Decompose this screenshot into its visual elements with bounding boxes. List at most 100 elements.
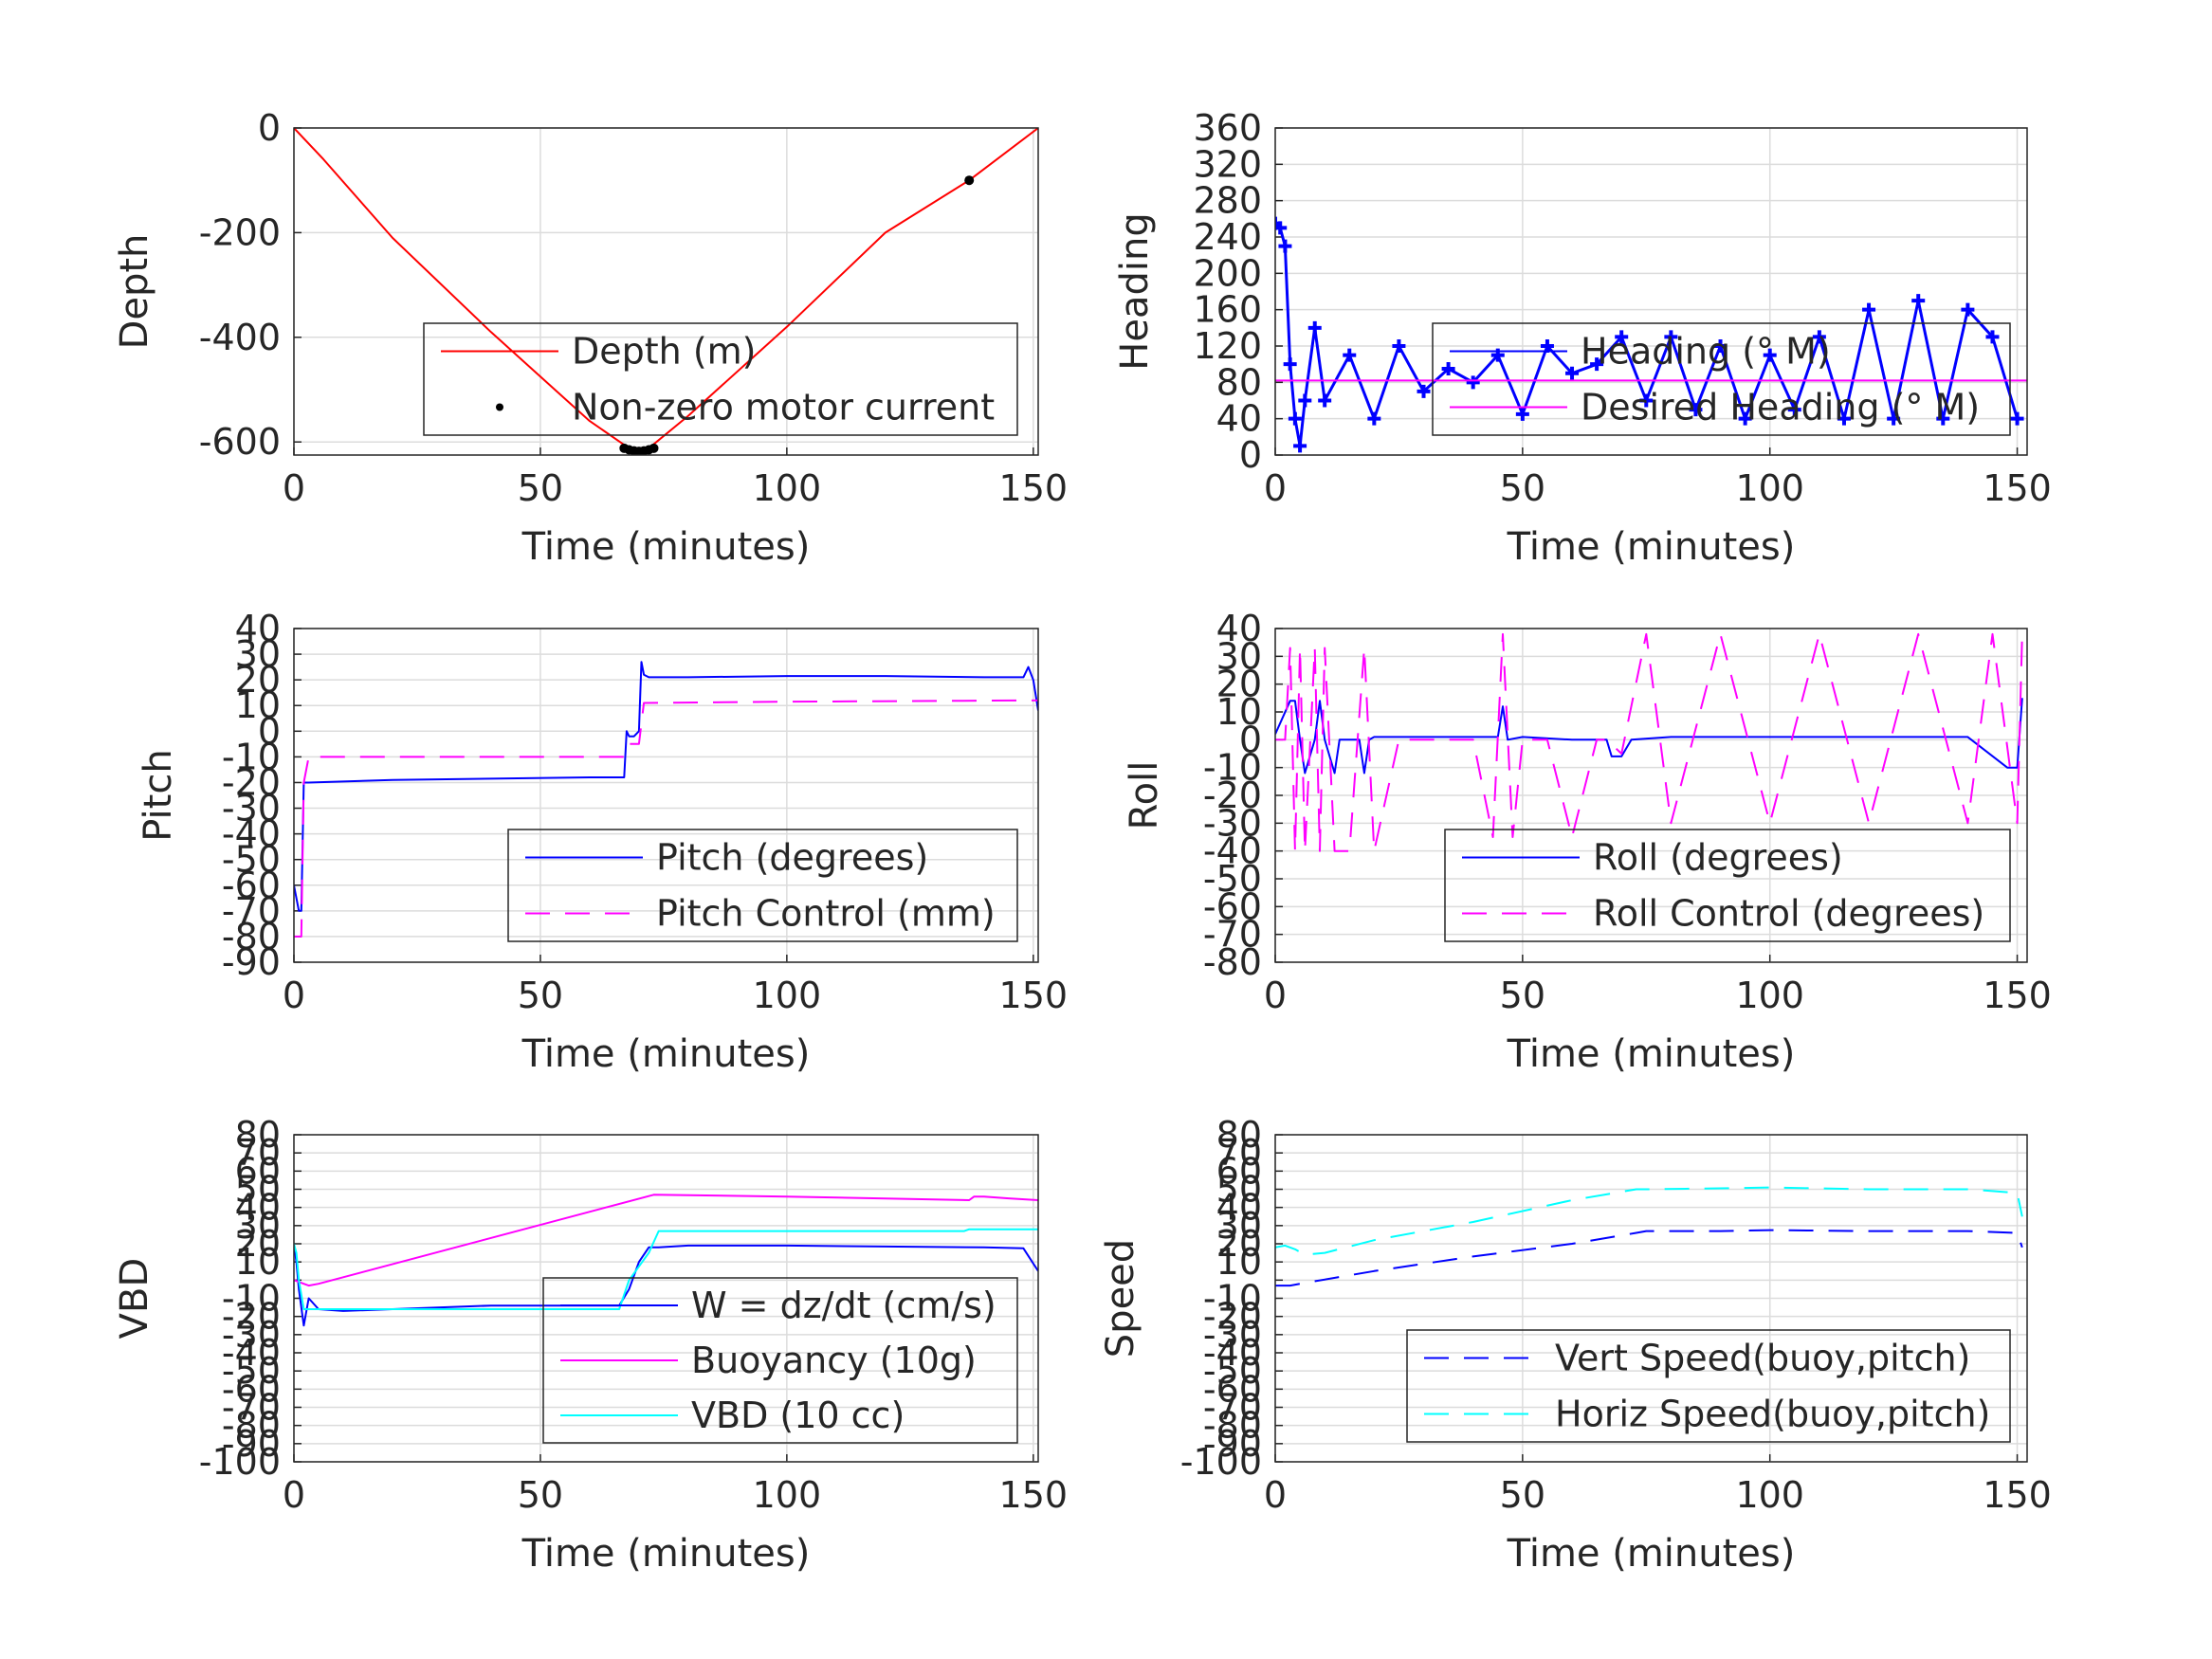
legend-entry-2-marker — [496, 403, 503, 411]
y-tick-label: 10 — [1216, 691, 1262, 733]
series-2-line — [1275, 632, 2023, 852]
data-layer — [294, 661, 1038, 938]
x-axis-label: Time (minutes) — [1507, 1532, 1796, 1576]
y-tick-label: -200 — [199, 211, 281, 253]
x-tick-label: 0 — [283, 467, 305, 509]
y-tick-label: -20 — [1203, 1296, 1262, 1338]
x-tick-label: 50 — [1500, 975, 1545, 1016]
series-1-marker — [1961, 302, 1975, 317]
y-tick-label: -90 — [222, 1423, 281, 1465]
x-axis-label: Time (minutes) — [521, 1032, 811, 1076]
y-tick-label: -100 — [1180, 1441, 1262, 1483]
data-layer — [1275, 632, 2023, 852]
y-tick-label: 320 — [1193, 143, 1262, 185]
series-1-marker — [1367, 411, 1381, 426]
x-tick-label: 150 — [999, 467, 1069, 509]
legend-entry-2-label: Pitch Control (mm) — [656, 893, 996, 935]
y-tick-label: -60 — [1203, 1368, 1262, 1410]
data-layer — [1275, 216, 2027, 453]
legend-entry-1-label: Pitch (degrees) — [656, 837, 928, 879]
y-tick-label: -50 — [222, 1350, 281, 1392]
series-1-marker — [1278, 239, 1292, 253]
y-tick-label: 40 — [1216, 608, 1262, 649]
axes-box — [1274, 127, 2028, 456]
y-tick-label: 20 — [1216, 664, 1262, 705]
y-tick-label: -60 — [222, 1368, 281, 1410]
y-tick-label: -50 — [1203, 858, 1262, 900]
series-1-marker — [1417, 384, 1431, 398]
y-axis-label: Roll — [1123, 761, 1166, 830]
y-tick-label: -50 — [222, 839, 281, 881]
axes-box — [1274, 628, 2028, 963]
series-1-marker — [1689, 403, 1703, 417]
x-tick-label: 50 — [518, 975, 563, 1016]
x-tick-label: 100 — [753, 1474, 822, 1516]
y-axis-label: Speed — [1099, 1239, 1143, 1358]
legend-entry-1-label: Roll (degrees) — [1593, 837, 1843, 879]
y-tick-label: -80 — [1203, 1405, 1262, 1447]
y-tick-label: -70 — [1203, 1387, 1262, 1429]
x-tick-label: 50 — [1500, 467, 1545, 509]
y-tick-label: 200 — [1193, 252, 1262, 294]
subplot-3: 0 50 100 150403020100-10-20-30-40-50-60-70-… — [137, 608, 1068, 1076]
series-1-marker — [1441, 361, 1455, 375]
series-1-marker — [1837, 411, 1851, 426]
y-tick-label: 70 — [1216, 1132, 1262, 1174]
x-tick-label: 50 — [518, 1474, 563, 1516]
x-tick-label: 150 — [999, 975, 1069, 1016]
x-axis-label: Time (minutes) — [521, 525, 811, 569]
y-tick-label: -20 — [1203, 775, 1262, 816]
y-tick-label: 60 — [235, 1150, 281, 1192]
series-1-marker — [1763, 348, 1777, 362]
x-tick-label: 100 — [753, 467, 822, 509]
legend-box — [542, 1277, 1018, 1444]
y-tick-label: 80 — [235, 1114, 281, 1156]
series-1-marker — [1298, 393, 1312, 408]
y-tick-label: -30 — [1203, 1314, 1262, 1356]
plot-area — [294, 128, 1038, 455]
y-tick-label: 80 — [1216, 1114, 1262, 1156]
series-2-point — [649, 443, 659, 453]
y-tick-label: 20 — [1216, 1223, 1262, 1265]
x-axis-label: Time (minutes) — [1507, 1032, 1796, 1076]
series-2-point — [964, 175, 975, 186]
y-tick-label: -80 — [1203, 941, 1262, 983]
y-tick-label: 30 — [235, 633, 281, 675]
y-tick-label: -80 — [222, 1405, 281, 1447]
x-tick-label: 0 — [1264, 975, 1287, 1016]
axes-box — [293, 1134, 1039, 1463]
x-tick-label: 0 — [283, 1474, 305, 1516]
series-1-marker — [1392, 339, 1406, 353]
y-tick-label: -30 — [1203, 802, 1262, 844]
legend-box — [423, 322, 1018, 436]
series-1-marker — [1812, 330, 1826, 344]
y-tick-label: -70 — [1203, 914, 1262, 956]
y-tick-label: 70 — [235, 1132, 281, 1174]
axes-box — [1274, 1134, 2028, 1463]
series-1-marker — [1911, 294, 1926, 308]
y-tick-label: -80 — [222, 916, 281, 957]
y-tick-label: -10 — [1203, 1278, 1262, 1320]
y-tick-label: -90 — [222, 941, 281, 983]
series-1-marker — [1590, 357, 1604, 372]
y-tick-label: 40 — [235, 608, 281, 649]
series-1-marker — [1862, 302, 1876, 317]
axes-box — [293, 628, 1039, 963]
y-tick-label: 40 — [1216, 398, 1262, 440]
legend-entry-2-label: Horiz Speed(buoy,pitch) — [1555, 1394, 1990, 1435]
x-tick-label: 100 — [1735, 975, 1804, 1016]
y-tick-label: -40 — [1203, 1332, 1262, 1374]
x-tick-label: 0 — [283, 975, 305, 1016]
x-tick-label: 0 — [1264, 1474, 1287, 1516]
series-1-marker — [1466, 375, 1480, 390]
series-1-marker — [1288, 411, 1302, 426]
x-tick-label: 150 — [1983, 467, 2052, 509]
series-1-marker — [1887, 411, 1901, 426]
x-tick-label: 50 — [518, 467, 563, 509]
series-1-marker — [1515, 407, 1529, 421]
y-tick-label: -70 — [222, 1387, 281, 1429]
legend-entry-2-label: Desired Heading (° M) — [1581, 387, 1980, 428]
series-1-marker — [2010, 411, 2024, 426]
series-1-marker — [1318, 393, 1332, 408]
